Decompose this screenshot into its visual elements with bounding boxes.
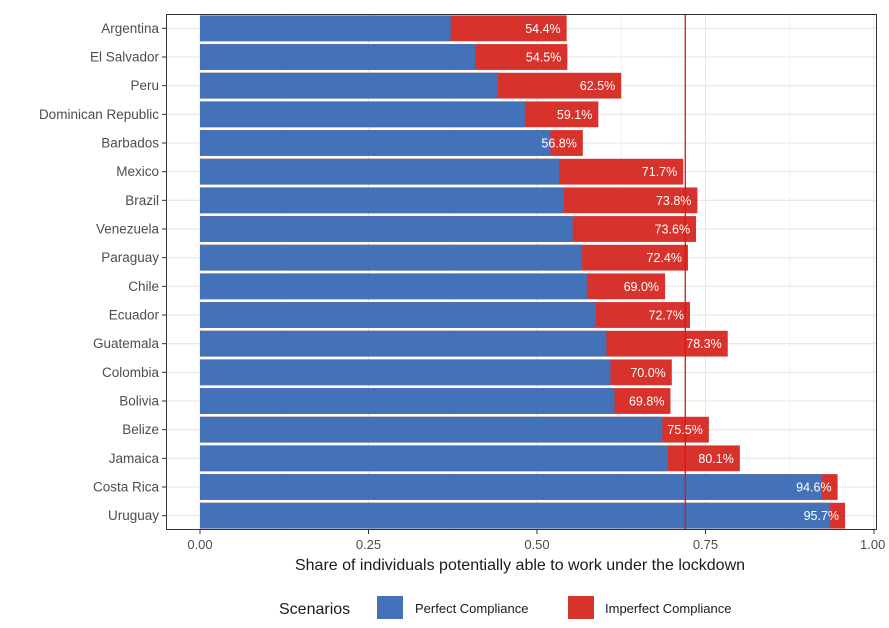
legend-swatch <box>377 596 403 619</box>
bar-value-label: 69.0% <box>624 280 659 294</box>
bar-value-label: 73.6% <box>655 223 690 237</box>
bar-value-label: 56.8% <box>541 137 576 151</box>
bar-value-label: 70.0% <box>630 366 665 380</box>
bar-value-label: 54.4% <box>525 22 560 36</box>
y-tick-label: Paraguay <box>101 250 159 265</box>
bar-perfect-compliance <box>200 302 596 328</box>
bars <box>200 15 846 529</box>
bar-perfect-compliance <box>200 388 615 414</box>
x-axis: 0.00 0.25 0.50 0.75 1.00 <box>187 530 885 552</box>
legend-swatch <box>568 596 594 619</box>
bar-value-label: 62.5% <box>580 79 615 93</box>
bar-perfect-compliance <box>200 359 611 386</box>
data-labels: 54.4% 54.5% 62.5% 59.1% 56.8% 71.7% 73.8% 73.6%… <box>525 22 839 523</box>
x-tick-label: 0.00 <box>187 537 212 552</box>
bar-value-label: 73.8% <box>656 194 691 208</box>
bar-perfect-compliance <box>200 474 823 500</box>
bar-value-label: 59.1% <box>557 108 592 122</box>
y-tick-label: Peru <box>130 78 159 93</box>
plot-border <box>166 14 877 530</box>
bar-value-label: 80.1% <box>698 452 733 466</box>
y-tick-label: Jamaica <box>109 451 160 466</box>
bar-perfect-compliance <box>200 44 475 70</box>
bar-perfect-compliance <box>200 330 607 357</box>
y-tick-label: Belize <box>122 422 159 437</box>
x-tick-label: 0.50 <box>524 537 549 552</box>
y-tick-label: Dominican Republic <box>39 107 159 122</box>
bar-value-label: 72.7% <box>649 309 684 323</box>
bar-value-label: 71.7% <box>642 165 677 179</box>
y-tick-label: Guatemala <box>93 336 160 351</box>
y-tick-label: Colombia <box>102 365 160 380</box>
y-tick-label: Mexico <box>116 164 159 179</box>
bar-perfect-compliance <box>200 72 498 99</box>
bar-perfect-compliance <box>200 15 451 42</box>
legend: Scenarios Perfect Compliance Imperfect Co… <box>279 596 731 619</box>
legend-entry-label: Perfect Compliance <box>415 601 528 616</box>
y-tick-label: Venezuela <box>96 222 160 237</box>
bar-perfect-compliance <box>200 130 551 156</box>
bar-value-label: 95.7% <box>804 509 839 523</box>
bar-value-label: 75.5% <box>667 423 702 437</box>
bar-perfect-compliance <box>200 216 573 242</box>
y-tick-label: El Salvador <box>90 50 160 65</box>
bar-perfect-compliance <box>200 244 583 271</box>
bar-perfect-compliance <box>200 502 831 529</box>
y-axis: Argentina El Salvador Peru Dominican Republ… <box>39 21 166 523</box>
bar-perfect-compliance <box>200 445 668 472</box>
y-tick-label: Ecuador <box>109 308 160 323</box>
bar-value-label: 72.4% <box>647 251 682 265</box>
y-tick-label: Barbados <box>101 136 159 151</box>
x-axis-title: Share of individuals potentially able to… <box>295 557 745 574</box>
bar-value-label: 78.3% <box>686 337 721 351</box>
y-tick-label: Brazil <box>125 193 159 208</box>
x-tick-label: 1.00 <box>860 537 885 552</box>
y-tick-label: Bolivia <box>119 394 159 409</box>
bar-value-label: 54.5% <box>526 51 561 65</box>
bar-perfect-compliance <box>200 158 560 185</box>
bar-perfect-compliance <box>200 416 663 443</box>
legend-title: Scenarios <box>279 601 350 618</box>
bar-perfect-compliance <box>200 101 525 128</box>
bar-perfect-compliance <box>200 273 587 300</box>
bar-value-label: 69.8% <box>629 395 664 409</box>
y-tick-label: Argentina <box>101 21 159 36</box>
legend-entry-label: Imperfect Compliance <box>605 601 731 616</box>
bar-perfect-compliance <box>200 187 564 214</box>
bar-value-label: 94.6% <box>796 481 831 495</box>
x-tick-label: 0.25 <box>356 537 381 552</box>
x-tick-label: 0.75 <box>693 537 718 552</box>
y-tick-label: Uruguay <box>108 508 159 523</box>
y-tick-label: Costa Rica <box>93 480 160 495</box>
y-tick-label: Chile <box>128 279 159 294</box>
